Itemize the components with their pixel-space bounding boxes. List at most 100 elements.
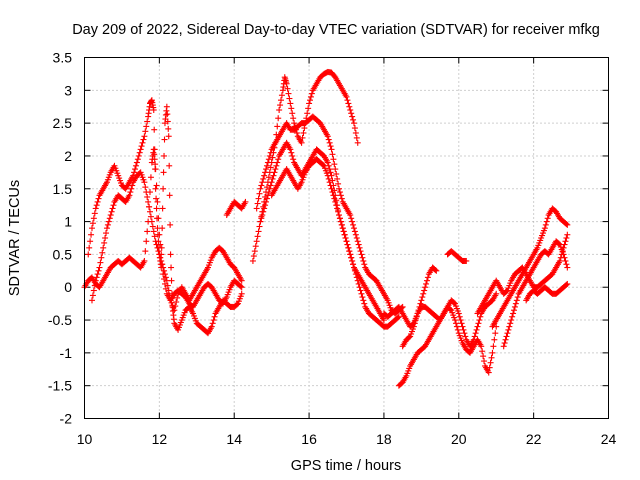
- data-point-plus: [504, 330, 511, 337]
- data-point-plus: [210, 317, 217, 324]
- data-point-plus: [542, 221, 549, 228]
- data-point-plus: [511, 303, 518, 310]
- data-point-plus: [335, 208, 342, 215]
- data-point-plus: [564, 221, 571, 228]
- data-point-plus: [307, 97, 314, 104]
- data-point-plus: [308, 90, 315, 97]
- data-point-plus: [541, 225, 548, 232]
- x-tick-label: 10: [77, 431, 93, 447]
- data-point-plus: [562, 238, 569, 245]
- data-point-plus: [324, 172, 331, 179]
- data-point-plus: [104, 221, 111, 228]
- data-point-plus: [150, 107, 157, 114]
- data-point-plus: [274, 159, 281, 166]
- data-point-plus: [263, 162, 270, 169]
- data-point-plus: [485, 369, 492, 376]
- y-tick-label: 2: [64, 148, 72, 164]
- data-point-plus: [140, 136, 147, 143]
- data-point-plus: [336, 212, 343, 219]
- data-point-plus: [346, 248, 353, 255]
- data-point-plus: [142, 248, 149, 255]
- data-point-plus: [357, 248, 364, 255]
- data-point-plus: [334, 175, 341, 182]
- data-point-plus: [259, 212, 266, 219]
- data-point-plus: [253, 205, 260, 212]
- data-point-plus: [268, 179, 275, 186]
- y-tick-label: -0.5: [48, 312, 72, 328]
- data-point-plus: [490, 343, 497, 350]
- series-track-h: [268, 156, 387, 324]
- data-point-plus: [351, 125, 358, 132]
- data-point-plus: [242, 198, 249, 205]
- data-point-plus: [327, 169, 334, 176]
- data-point-plus: [263, 195, 270, 202]
- data-point-plus: [254, 233, 261, 240]
- data-point-plus: [293, 129, 300, 136]
- data-point-plus: [261, 172, 268, 179]
- data-point-plus: [276, 107, 283, 114]
- data-point-plus: [139, 139, 146, 146]
- data-point-plus: [257, 218, 264, 225]
- data-point-plus: [168, 277, 175, 284]
- data-point-plus: [261, 205, 268, 212]
- data-point-plus: [347, 251, 354, 258]
- data-point-plus: [272, 166, 279, 173]
- data-point-plus: [354, 139, 361, 146]
- data-point-plus: [454, 326, 461, 333]
- data-point-plus: [342, 235, 349, 241]
- data-point-plus: [356, 284, 363, 291]
- data-point-plus: [255, 195, 262, 202]
- data-point-plus: [560, 251, 567, 258]
- data-point-plus: [451, 299, 458, 306]
- data-point-plus: [563, 235, 570, 241]
- y-tick-label: 0.5: [53, 246, 73, 262]
- plot-frame: [84, 57, 609, 419]
- data-point-plus: [154, 198, 161, 205]
- data-point-plus: [291, 120, 298, 127]
- data-point-plus: [406, 334, 413, 341]
- data-point-plus: [361, 300, 368, 307]
- data-point-plus: [350, 120, 357, 127]
- data-point-plus: [141, 133, 148, 140]
- y-tick-label: 2.5: [53, 115, 73, 131]
- data-point-plus: [564, 280, 571, 287]
- data-point-plus: [95, 195, 102, 202]
- data-point-plus: [144, 228, 151, 235]
- data-point-plus: [453, 323, 460, 330]
- data-point-plus: [141, 179, 148, 186]
- data-point-plus: [562, 257, 569, 264]
- data-point-plus: [353, 235, 360, 241]
- data-point-plus: [260, 175, 267, 182]
- data-point-plus: [512, 300, 519, 307]
- data-point-plus: [411, 320, 418, 327]
- data-point-plus: [262, 202, 269, 209]
- data-point-plus: [269, 175, 276, 182]
- data-point-plus: [513, 297, 520, 304]
- data-point-plus: [359, 254, 366, 261]
- data-point-plus: [355, 241, 362, 248]
- data-point-plus: [160, 271, 167, 278]
- data-point-plus: [395, 313, 402, 320]
- data-point-plus: [166, 162, 173, 169]
- data-point-plus: [330, 156, 337, 163]
- data-point-plus: [174, 294, 181, 301]
- data-point-plus: [502, 336, 509, 343]
- data-point-plus: [343, 238, 350, 245]
- data-point-plus: [266, 185, 273, 192]
- data-point-plus: [348, 254, 355, 261]
- data-point-plus: [110, 202, 117, 209]
- data-point-plus: [270, 172, 277, 179]
- series-track-k: [399, 264, 440, 350]
- data-points: [81, 68, 571, 389]
- data-point-plus: [271, 169, 278, 176]
- data-point-plus: [298, 139, 305, 146]
- data-point-plus: [349, 218, 356, 225]
- data-point-plus: [334, 205, 341, 212]
- data-point-plus: [256, 190, 263, 197]
- series-track-n: [489, 205, 571, 330]
- data-point-plus: [418, 297, 425, 304]
- data-point-plus: [265, 156, 272, 163]
- data-point-plus: [358, 251, 365, 258]
- data-point-plus: [335, 180, 342, 187]
- data-point-plus: [423, 280, 430, 287]
